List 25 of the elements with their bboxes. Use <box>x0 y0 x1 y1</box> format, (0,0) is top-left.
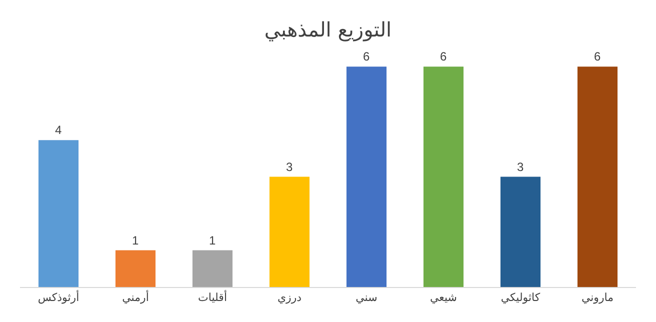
bar <box>577 66 618 287</box>
bar <box>423 66 464 287</box>
data-label: 1 <box>132 233 139 248</box>
x-tick-label: درزي <box>277 291 302 304</box>
data-label: 6 <box>363 50 370 64</box>
bar <box>346 66 387 287</box>
data-label: 6 <box>594 50 601 64</box>
x-tick-label: ماروني <box>581 291 614 304</box>
data-label: 4 <box>55 123 62 138</box>
x-tick-label: شيعي <box>430 291 458 304</box>
bar <box>192 250 233 287</box>
data-label: 3 <box>286 160 293 174</box>
x-tick-label: أرمني <box>122 290 149 304</box>
bar <box>500 176 541 287</box>
data-label: 6 <box>440 50 447 64</box>
chart-title: التوزيع المذهبي <box>264 18 392 42</box>
x-tick-label: أقليات <box>198 290 227 304</box>
x-tick-label: كاثوليكي <box>500 291 541 304</box>
x-tick-label: أرثوذكس <box>38 290 80 304</box>
bar <box>38 140 79 287</box>
data-label: 1 <box>209 233 216 248</box>
bar <box>269 176 310 287</box>
x-tick-label: سني <box>356 291 378 304</box>
data-label: 3 <box>517 160 524 174</box>
bar <box>115 250 156 287</box>
